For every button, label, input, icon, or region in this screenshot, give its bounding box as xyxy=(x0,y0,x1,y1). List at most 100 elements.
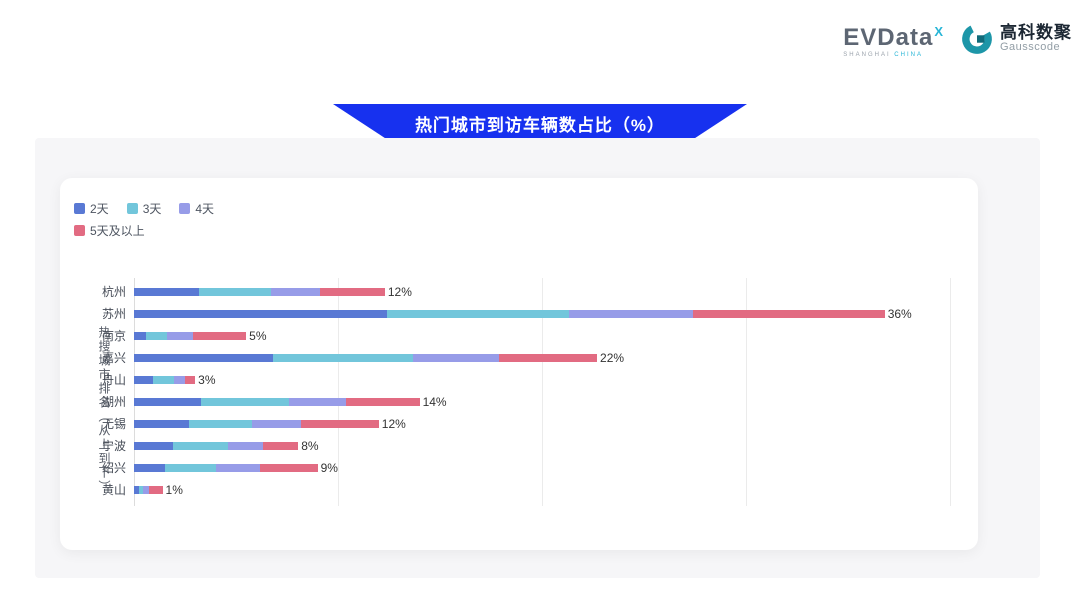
y-axis-line xyxy=(134,278,135,506)
bar-segment xyxy=(134,486,140,494)
bar-segment xyxy=(134,376,154,384)
bar-segment xyxy=(199,288,271,296)
y-axis-title: 热搜城市排名（从上到下） xyxy=(97,326,111,494)
value-label: 12% xyxy=(387,285,412,299)
value-label: 12% xyxy=(381,417,406,431)
value-label: 3% xyxy=(198,373,216,387)
bar-row: 5% xyxy=(134,329,267,343)
page-title: 热门城市到访车辆数占比（%） xyxy=(414,115,666,135)
gausscode-en-name: Gausscode xyxy=(1000,41,1061,54)
bar-segment xyxy=(568,310,693,318)
evdata-tagline: SHANGHAI CHINA xyxy=(843,52,942,58)
bar-segment xyxy=(134,442,173,450)
bar-segment xyxy=(173,376,185,384)
chart-card: 2天 3天 4天 5天及以上 热搜城市排名（从上到下） 杭州 12% 苏州 36% 南京 5% 嘉… xyxy=(60,178,978,550)
legend-item[interactable]: 2天 xyxy=(74,200,109,217)
chart-legend: 2天 3天 4天 5天及以上 xyxy=(74,200,274,239)
bar-segment xyxy=(193,332,247,340)
bar-segment xyxy=(153,376,174,384)
value-label: 36% xyxy=(887,307,912,321)
evdata-tagline-right: CHINA xyxy=(894,52,923,58)
category-label: 苏州 xyxy=(101,307,126,321)
legend-swatch-icon xyxy=(179,203,191,214)
bar-segment xyxy=(134,288,200,296)
category-label: 嘉兴 xyxy=(101,351,126,365)
category-label: 绍兴 xyxy=(101,461,126,475)
category-label: 黄山 xyxy=(101,483,126,497)
value-label: 14% xyxy=(422,395,447,409)
bar-segment xyxy=(166,332,194,340)
stacked-bar-chart: 热搜城市排名（从上到下） 杭州 12% 苏州 36% 南京 5% 嘉兴 22% 舟山 3% 湖州 14… xyxy=(60,178,978,550)
bar-segment xyxy=(189,420,253,428)
legend-item[interactable]: 3天 xyxy=(126,200,162,217)
bar-segment xyxy=(134,310,387,318)
bar-segment xyxy=(301,420,379,428)
bar-segment xyxy=(227,442,263,450)
gridline xyxy=(542,278,543,506)
legend-item[interactable]: 4天 xyxy=(179,200,214,217)
bar-segment xyxy=(201,398,290,406)
category-label: 湖州 xyxy=(101,395,126,409)
value-label: 9% xyxy=(320,461,338,475)
bar-segment xyxy=(149,486,163,494)
bar-row: 22% xyxy=(134,351,625,365)
category-label: 南京 xyxy=(101,329,126,343)
value-label: 8% xyxy=(301,439,319,453)
category-label: 舟山 xyxy=(101,373,126,387)
gausscode-logo: 高科数聚 Gausscode xyxy=(960,22,1072,56)
evdata-wordmark: EVData xyxy=(843,24,934,51)
header-logos: EVDataX SHANGHAI CHINA 高科数聚 Gausscode xyxy=(843,22,1072,58)
bar-segment xyxy=(386,310,569,318)
category-label: 杭州 xyxy=(101,285,126,299)
bar-row: 12% xyxy=(134,285,412,299)
legend-label: 4天 xyxy=(195,202,215,216)
bar-segment xyxy=(499,354,598,362)
gausscode-cn-name: 高科数聚 xyxy=(1000,23,1072,43)
bar-row: 9% xyxy=(134,461,338,475)
legend-label: 3天 xyxy=(142,202,162,216)
bar-segment xyxy=(346,398,420,406)
legend-label: 2天 xyxy=(90,202,109,216)
bar-segment xyxy=(262,442,299,450)
bar-segment xyxy=(134,332,147,340)
bar-segment xyxy=(319,288,385,296)
bar-segment xyxy=(289,398,347,406)
bar-segment xyxy=(134,354,273,362)
gausscode-g-icon xyxy=(962,24,992,54)
title-banner: 热门城市到访车辆数占比（%） xyxy=(333,104,747,142)
legend-swatch-icon xyxy=(74,225,85,236)
bar-row: 3% xyxy=(134,373,216,387)
bar-row: 1% xyxy=(134,483,183,497)
bar-row: 36% xyxy=(134,307,912,321)
legend-swatch-icon xyxy=(126,203,138,214)
bar-segment xyxy=(692,310,885,318)
category-label: 无锡 xyxy=(101,417,126,431)
legend-label: 5天及以上 xyxy=(90,224,145,238)
legend-item[interactable]: 5天及以上 xyxy=(74,222,145,239)
category-label: 宁波 xyxy=(101,439,126,453)
bar-segment xyxy=(215,464,261,472)
gridline xyxy=(746,278,747,506)
bar-row: 12% xyxy=(134,417,406,431)
value-label: 5% xyxy=(249,329,267,343)
bar-segment xyxy=(270,288,320,296)
bar-segment xyxy=(252,420,302,428)
evdata-superscript-x: X xyxy=(934,24,943,39)
bar-row: 14% xyxy=(134,395,447,409)
bar-segment xyxy=(146,332,167,340)
bar-segment xyxy=(164,464,216,472)
gridline xyxy=(950,278,951,506)
bar-segment xyxy=(139,486,144,494)
gridline xyxy=(338,278,339,506)
evdata-logo: EVDataX SHANGHAI CHINA xyxy=(843,22,943,58)
evdata-tagline-left: SHANGHAI xyxy=(843,52,891,58)
bar-segment xyxy=(260,464,318,472)
bar-segment xyxy=(184,376,196,384)
bar-segment xyxy=(413,354,500,362)
bar-row: 8% xyxy=(134,439,319,453)
bar-segment xyxy=(172,442,228,450)
value-label: 22% xyxy=(600,351,625,365)
bar-segment xyxy=(272,354,414,362)
bar-segment xyxy=(134,420,190,428)
